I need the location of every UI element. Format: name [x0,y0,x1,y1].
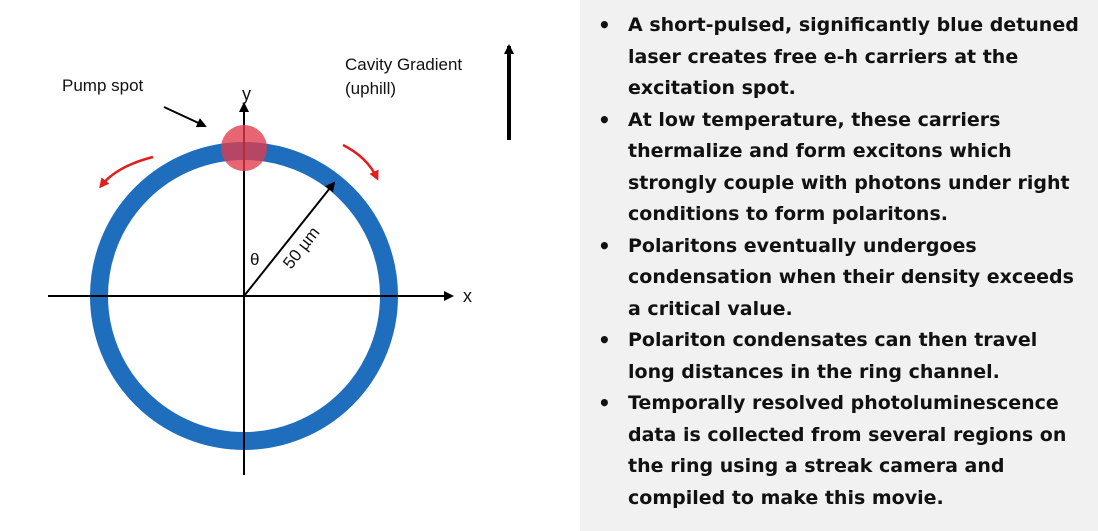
radius-arrow [243,181,336,297]
pump-pointer-arrow [163,106,207,128]
theta-label: θ [250,250,259,269]
bullet-item: At low temperature, these carriers therm… [598,105,1088,231]
y-axis-label: y [242,84,251,104]
flow-arrow-left [99,155,154,189]
bullet-item: A short-pulsed, significantly blue detun… [598,10,1088,105]
pump-spot-label: Pump spot [62,76,144,95]
bullet-list: A short-pulsed, significantly blue detun… [598,10,1088,514]
explanation-panel: A short-pulsed, significantly blue detun… [580,0,1098,531]
flow-arrow-right [342,143,379,181]
ring-diagram: x y Pump spot 50 µm θ Cavity Gradient (u… [48,44,514,475]
radius-label: 50 µm [279,223,323,272]
x-axis-label: x [463,286,472,306]
cavity-gradient-sublabel: (uphill) [345,79,396,98]
ring-diagram-canvas: x y Pump spot 50 µm θ Cavity Gradient (u… [48,44,514,475]
bullet-item: Polariton condensates can then travel lo… [598,325,1088,388]
cavity-gradient-label: Cavity Gradient [345,55,462,74]
bullet-item: Temporally resolved photoluminescence da… [598,388,1088,514]
pump-spot [221,125,267,171]
bullet-item: Polaritons eventually undergoes condensa… [598,231,1088,326]
